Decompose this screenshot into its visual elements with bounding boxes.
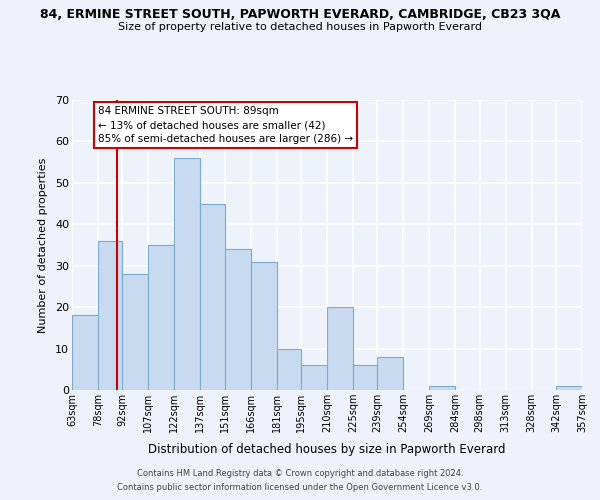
Y-axis label: Number of detached properties: Number of detached properties [38,158,48,332]
Bar [377,357,403,390]
Bar [175,158,200,390]
Bar [224,249,251,390]
Text: Contains HM Land Registry data © Crown copyright and database right 2024.: Contains HM Land Registry data © Crown c… [137,468,463,477]
Bar [251,262,277,390]
Text: Distribution of detached houses by size in Papworth Everard: Distribution of detached houses by size … [148,442,506,456]
Bar [122,274,148,390]
Bar [72,316,98,390]
Bar [353,365,377,390]
Bar [327,307,353,390]
Bar [148,245,175,390]
Bar [430,386,455,390]
Bar [556,386,582,390]
Text: Contains public sector information licensed under the Open Government Licence v3: Contains public sector information licen… [118,484,482,492]
Bar [200,204,224,390]
Text: Size of property relative to detached houses in Papworth Everard: Size of property relative to detached ho… [118,22,482,32]
Text: 84, ERMINE STREET SOUTH, PAPWORTH EVERARD, CAMBRIDGE, CB23 3QA: 84, ERMINE STREET SOUTH, PAPWORTH EVERAR… [40,8,560,20]
Bar [98,241,122,390]
Bar [301,365,327,390]
Text: 84 ERMINE STREET SOUTH: 89sqm
← 13% of detached houses are smaller (42)
85% of s: 84 ERMINE STREET SOUTH: 89sqm ← 13% of d… [98,106,353,144]
Bar [277,348,301,390]
